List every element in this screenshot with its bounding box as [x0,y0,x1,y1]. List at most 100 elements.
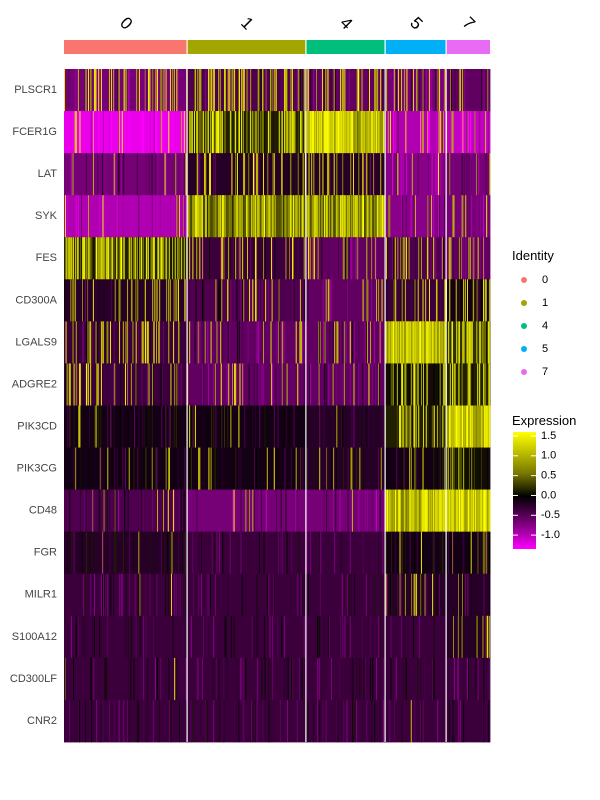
heatmap-cell [459,405,461,448]
heatmap-cell [469,405,471,448]
heatmap-cell [463,489,465,533]
heatmap-cell [239,195,240,238]
heatmap-cell [380,321,382,364]
heatmap-cell [110,237,112,280]
heatmap-cell [412,279,414,322]
heatmap-cell [394,531,396,575]
heatmap-cell [212,69,214,112]
heatmap-cell [141,489,142,533]
heatmap-cell [342,111,344,154]
heatmap-cell [174,321,176,364]
heatmap-cell [284,531,286,575]
heatmap-cell [479,153,481,196]
heatmap-cell [298,321,300,364]
heatmap-cell [227,69,229,112]
heatmap-cell [125,615,126,659]
heatmap-cell [445,489,446,533]
heatmap-cell [109,531,111,575]
heatmap-cell [318,363,320,406]
heatmap-cell [298,153,300,196]
heatmap-cell [434,489,436,533]
heatmap-cell [95,573,97,617]
heatmap-cell [91,237,93,280]
heatmap-cell [159,237,161,280]
heatmap-cell [442,363,444,406]
heatmap-cell [272,153,274,196]
heatmap-cell [301,321,302,364]
heatmap-cell [169,195,171,238]
heatmap-cell [343,69,345,112]
heatmap-cell [243,153,245,196]
heatmap-cell [422,699,424,743]
heatmap-cell [267,111,269,154]
heatmap-cell [130,363,132,406]
heatmap-cell [150,573,152,617]
heatmap-cell [229,69,231,112]
heatmap-cell [357,237,359,280]
heatmap-cell [397,69,399,112]
heatmap-cell [428,69,430,112]
heatmap-cell [483,657,485,701]
heatmap-cell [110,363,112,406]
heatmap-cell [249,153,251,196]
heatmap-block-FGR-5 [385,531,447,575]
heatmap-cell [73,237,74,280]
heatmap-cell [152,237,154,280]
heatmap-cell [463,489,465,533]
heatmap-cell [403,405,405,448]
heatmap-cell [177,363,179,406]
heatmap-cell [338,321,340,364]
heatmap-cell [336,405,338,448]
heatmap-cell [449,279,451,322]
heatmap-cell [457,657,459,701]
heatmap-cell [343,321,345,364]
heatmap-cell [407,321,409,364]
heatmap-cell [118,699,120,743]
heatmap-cell [392,321,394,364]
heatmap-cell [90,69,92,112]
heatmap-cell [452,363,453,406]
heatmap-cell [457,405,459,448]
heatmap-cell [268,111,270,154]
heatmap-cell [401,531,403,575]
heatmap-cell [394,69,396,112]
heatmap-cell [485,657,487,701]
heatmap-cell [98,699,100,743]
heatmap-cell [349,111,351,154]
heatmap-cell [261,279,263,322]
heatmap-cell [415,237,416,280]
heatmap-cell [183,489,185,533]
heatmap-cell [341,111,343,154]
heatmap-cell [135,237,137,280]
heatmap-cell [486,489,488,533]
heatmap-cell [372,111,374,154]
heatmap-cell [165,405,167,448]
heatmap-cell [482,405,484,448]
heatmap-cell [311,195,313,238]
heatmap-cell [449,531,451,575]
heatmap-cell [83,237,85,280]
heatmap-cell [172,615,174,659]
heatmap-cell [409,405,411,448]
heatmap-cell [222,699,224,743]
heatmap-cell [404,489,406,533]
heatmap-cell [148,447,150,491]
heatmap-cell [411,321,413,364]
heatmap-cell [289,657,291,701]
heatmap-cell [245,489,247,533]
heatmap-cell [92,153,94,196]
heatmap-cell [354,321,355,364]
heatmap-cell [291,195,293,238]
heatmap-cell [484,405,486,448]
heatmap-cell [463,405,465,448]
heatmap-cell [272,657,274,701]
heatmap-cell [260,489,262,533]
heatmap-cell [450,447,452,491]
heatmap-cell [241,111,243,154]
heatmap-cell [309,111,311,154]
heatmap-cell [432,489,434,533]
heatmap-cell [317,699,319,743]
heatmap-cell [488,321,490,364]
heatmap-cell [358,153,360,196]
heatmap-cell [399,573,401,617]
